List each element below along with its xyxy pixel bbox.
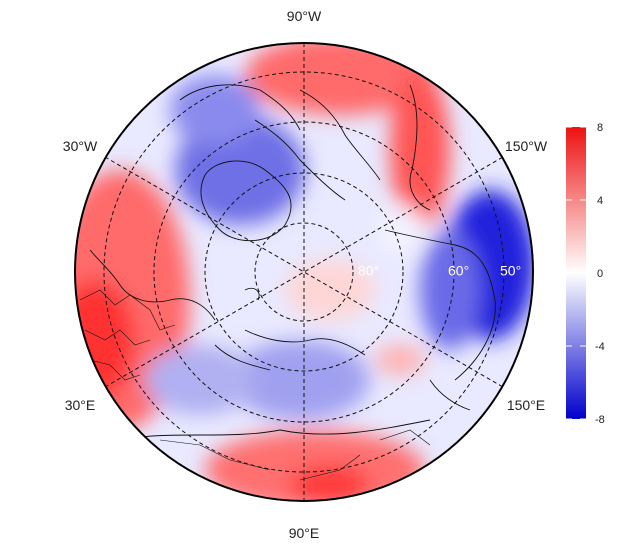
lat-label-60: 60° [448, 263, 469, 279]
lon-label-lower-left: 30°E [65, 397, 96, 413]
colorbar: 8 4 0 -4 -8 [566, 122, 605, 426]
map-boundary [74, 42, 534, 502]
colorbar-tick-label: -4 [595, 341, 605, 353]
lon-label-lower-right: 150°E [507, 397, 545, 413]
lon-label-bottom: 90°E [289, 525, 320, 541]
lat-label-80: 80° [358, 263, 379, 279]
lon-label-top: 90°W [287, 8, 322, 24]
lon-label-upper-left: 30°W [63, 138, 98, 154]
latitude-circle-50 [103, 71, 505, 473]
colorbar-tick-label: 8 [597, 122, 603, 134]
graticule [103, 43, 505, 501]
colorbar-tick-label: 4 [597, 195, 603, 207]
lon-label-upper-right: 150°W [505, 138, 548, 154]
colorbar-tick-label: -8 [595, 414, 605, 426]
colorbar-tick-label: 0 [597, 268, 603, 280]
latitude-circle-80 [254, 222, 354, 322]
latitude-circle-60 [153, 121, 455, 423]
lat-label-50: 50° [500, 263, 521, 279]
country-borders [79, 289, 431, 481]
